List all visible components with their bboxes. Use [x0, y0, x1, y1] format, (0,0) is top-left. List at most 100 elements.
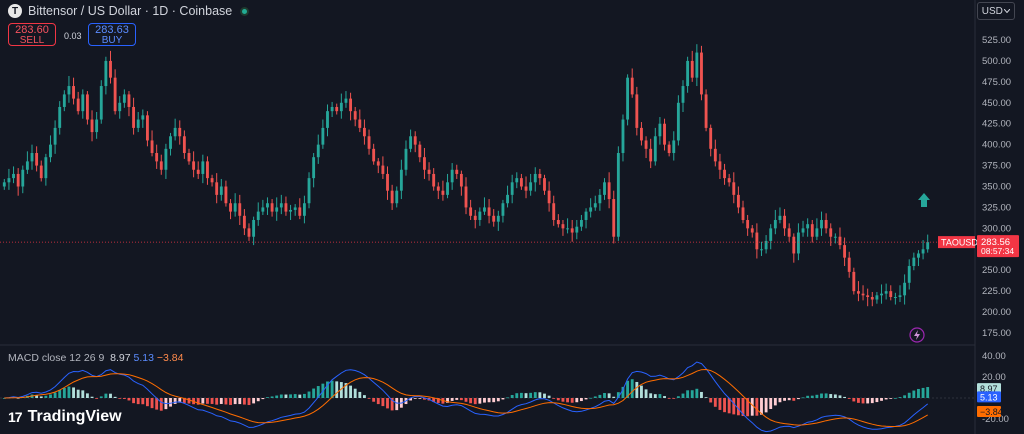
candle-body: [506, 194, 509, 204]
macd-hist-bar: [732, 398, 736, 415]
macd-hist-bar: [372, 398, 376, 402]
candle-body: [16, 173, 20, 187]
macd-hist-bar: [2, 398, 6, 399]
candle-body: [764, 240, 768, 250]
macd-hist-bar: [547, 395, 551, 398]
candle-body: [787, 228, 791, 237]
macd-hist-bar: [459, 398, 463, 401]
macd-legend[interactable]: MACD close 12 26 9 8.97 5.13 −3.84: [8, 352, 183, 364]
macd-hist-bar: [159, 398, 163, 411]
symbol-tag-bg: [938, 236, 975, 249]
macd-hist-bar: [330, 380, 334, 398]
macd-hist-bar: [884, 398, 888, 400]
macd-hist-bar: [760, 398, 763, 415]
macd-hist-bar: [136, 398, 140, 405]
candle-body: [820, 219, 823, 229]
macd-hist-bar: [122, 398, 126, 399]
candle-body: [25, 161, 29, 170]
macd-title: MACD close 12 26 9: [8, 352, 105, 364]
candle-body: [413, 136, 417, 145]
macd-hist-bar: [349, 385, 353, 398]
macd-hist-bar: [723, 398, 726, 413]
candle-body: [616, 153, 620, 237]
candle-body: [912, 257, 916, 267]
last-price-tag-bg: [977, 235, 1019, 258]
candle-body: [755, 232, 759, 250]
candle-body: [607, 182, 611, 200]
macd-hist-bar: [390, 398, 394, 411]
candle-body: [543, 178, 546, 191]
macd-hist-bar: [266, 397, 269, 398]
candle-body: [381, 165, 385, 174]
y-tick-label: 175.00: [982, 328, 1011, 339]
macd-hist-bar: [53, 392, 57, 398]
candle-body: [436, 186, 440, 191]
candle-body: [316, 144, 320, 158]
candle-body: [801, 228, 805, 233]
macd-hist-bar: [413, 398, 417, 399]
y-tick-label: 325.00: [982, 202, 1011, 213]
macd-hist-bar: [492, 398, 496, 403]
currency-select[interactable]: USD: [977, 2, 1015, 20]
symbol-header[interactable]: T Bittensor / US Dollar · 1D · Coinbase: [8, 3, 250, 19]
macd-hist-bar: [603, 393, 606, 398]
candle-body: [81, 94, 85, 112]
macd-hist-bar: [376, 398, 380, 405]
candle-body: [450, 169, 454, 183]
candle-body: [575, 226, 579, 233]
candle-body: [464, 186, 468, 208]
candle-body: [2, 182, 6, 187]
macd-hist-bar: [58, 390, 62, 398]
macd-hist-bar: [801, 397, 805, 399]
macd-hist-bar: [640, 385, 643, 398]
macd-hist-bar: [519, 392, 523, 398]
macd-hist-bar: [833, 394, 837, 398]
candle-body: [496, 215, 500, 222]
candle-body: [35, 153, 39, 166]
macd-hist-bar: [358, 391, 362, 398]
candle-body: [866, 295, 870, 298]
macd-hist-bar: [529, 392, 533, 398]
macd-hist-bar: [718, 398, 722, 410]
buy-button[interactable]: 283.63 BUY: [88, 23, 136, 46]
tradingview-logo[interactable]: 17 TradingView: [8, 408, 122, 426]
candle-body: [681, 86, 685, 103]
candle-body: [127, 94, 131, 107]
macd-hist-bar: [672, 398, 676, 399]
macd-hist-bar: [169, 398, 172, 407]
candle-body: [169, 136, 172, 149]
candle-body: [538, 173, 542, 179]
sell-button[interactable]: 283.60 SELL: [8, 23, 56, 46]
candle-body: [362, 127, 366, 137]
macd-hist-bar: [538, 392, 542, 398]
macd-hist-bar: [362, 395, 366, 398]
macd-hist-bar: [182, 398, 186, 403]
macd-hist-bar: [893, 397, 897, 399]
sell-price: 283.60: [15, 24, 49, 36]
candle-body: [847, 257, 851, 272]
macd-hist-bar: [593, 396, 597, 398]
y-tick-label: 300.00: [982, 223, 1011, 234]
macd-hist-bar: [464, 398, 468, 402]
macd-hist-bar: [838, 395, 842, 398]
candle-body: [99, 86, 103, 120]
macd-hist-bar: [381, 398, 385, 407]
y-tick-label: 225.00: [982, 286, 1011, 297]
candle-body: [367, 136, 371, 149]
last-price-label: 283.56: [981, 237, 1010, 248]
candle-body: [224, 186, 228, 204]
macd-hist-bar: [843, 396, 847, 398]
candle-body: [783, 215, 786, 229]
countdown-label: 08:57:34: [981, 246, 1014, 256]
candle-body: [621, 119, 625, 154]
macd-hist-bar: [810, 395, 814, 398]
hist-legend-value: −3.84: [156, 352, 184, 364]
macd-hist-bar: [242, 398, 246, 405]
candle-body: [612, 199, 616, 237]
macd-hist-bar: [501, 398, 505, 400]
symbol-tag-label: TAOUSD: [941, 238, 978, 248]
candle-body: [838, 236, 842, 246]
macd-hist-bar: [178, 398, 182, 403]
macd-hist-bar: [866, 398, 870, 404]
